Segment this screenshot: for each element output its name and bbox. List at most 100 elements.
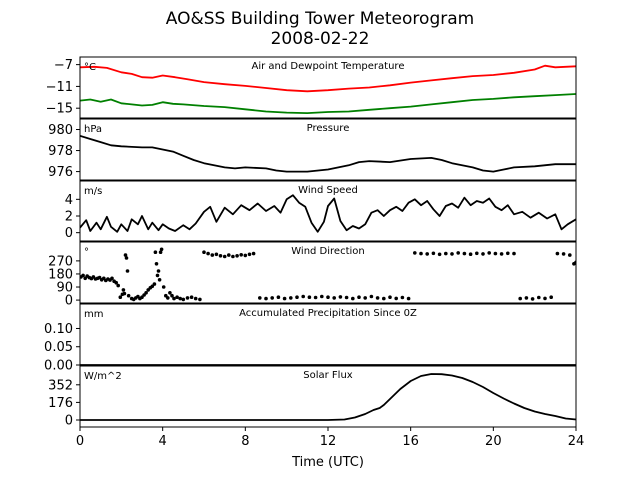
y-tick-label: −7 — [54, 58, 73, 73]
data-point — [537, 295, 541, 300]
data-point — [170, 293, 174, 298]
panel-unit-label: mm — [84, 309, 103, 320]
y-tick-label: 352 — [48, 378, 73, 393]
data-point — [524, 296, 529, 300]
data-point — [437, 252, 442, 257]
panel-frame — [79, 303, 577, 366]
panel-title: Wind Speed — [298, 185, 358, 196]
data-point — [270, 296, 275, 300]
data-point — [110, 276, 114, 281]
x-tick-label: 4 — [159, 434, 167, 449]
data-point — [512, 251, 516, 256]
data-point — [493, 251, 498, 256]
panel-title: Solar Flux — [303, 370, 353, 381]
panel-title: Air and Dewpoint Temperature — [252, 61, 405, 72]
x-tick-label: 16 — [402, 434, 419, 449]
data-point — [431, 251, 436, 256]
y-tick-label: 176 — [48, 396, 73, 411]
data-point — [282, 296, 287, 301]
data-point — [231, 254, 235, 259]
data-point — [157, 278, 162, 282]
data-point — [235, 254, 239, 258]
panel-frame — [79, 56, 577, 119]
y-tick-label: 0.05 — [44, 340, 73, 355]
panel-6: 352 176 0 W/m^2 Solar Flux — [48, 365, 577, 429]
data-point — [462, 251, 467, 256]
data-point — [178, 296, 182, 301]
data-point — [444, 251, 448, 256]
x-axis-label: Time (UTC) — [291, 455, 364, 470]
data-point — [307, 295, 312, 300]
x-axis: 0 4 8 12 16 20 24 — [76, 427, 584, 449]
panel-3-series — [80, 194, 576, 233]
panel-unit-label: ° — [84, 247, 89, 258]
data-point — [481, 252, 485, 256]
chart-title: AO&SS Building Tower Meteorogram — [166, 9, 474, 29]
panel-1: −7 −11 −15 °C Air and Dewpoint Temperature — [46, 56, 577, 119]
data-point — [326, 295, 330, 300]
data-point — [155, 273, 160, 278]
y-tick-label: 976 — [48, 165, 73, 180]
data-point — [475, 251, 479, 256]
data-point — [168, 291, 172, 295]
data-point — [555, 251, 560, 256]
data-point — [161, 285, 166, 289]
data-point — [351, 296, 355, 301]
y-tick-label: 978 — [48, 144, 73, 159]
data-point — [81, 273, 85, 278]
data-point — [154, 262, 159, 266]
chart-subtitle: 2008-02-22 — [271, 29, 370, 49]
data-point — [123, 253, 128, 257]
y-tick-label: 0.00 — [44, 359, 73, 374]
data-point — [185, 296, 190, 300]
data-point — [126, 293, 131, 298]
panel-unit-label: W/m^2 — [84, 371, 122, 382]
series-line — [80, 64, 576, 93]
data-point — [218, 254, 223, 258]
data-point — [468, 252, 473, 256]
y-tick-label: 980 — [48, 123, 73, 138]
data-point — [332, 296, 337, 300]
panel-5: 0.10 0.05 0.00 mm Accumulated Precipitation … — [44, 303, 577, 374]
data-point — [276, 295, 281, 300]
data-point — [258, 296, 262, 300]
y-tick-label: −15 — [46, 102, 73, 117]
data-point — [543, 296, 547, 301]
data-point — [243, 253, 248, 258]
data-point — [406, 296, 411, 301]
panel-title: Pressure — [307, 123, 350, 134]
data-point — [320, 294, 324, 299]
panel-title: Wind Direction — [291, 246, 365, 257]
data-point — [499, 252, 504, 256]
data-point — [193, 296, 198, 301]
data-point — [114, 280, 118, 285]
x-tick-label: 0 — [76, 434, 84, 449]
y-tick-label: 180 — [48, 267, 73, 282]
x-tick-label: 12 — [320, 434, 337, 449]
y-tick-label: 0 — [65, 414, 73, 429]
panel-unit-label: °C — [84, 62, 96, 73]
data-point — [124, 256, 129, 260]
panel-frame — [79, 180, 577, 242]
data-point — [295, 295, 299, 300]
data-point — [344, 295, 349, 300]
data-point — [369, 294, 374, 299]
data-point — [116, 283, 120, 288]
data-point — [206, 251, 210, 256]
data-point — [506, 251, 510, 256]
panel-frame — [79, 241, 577, 304]
panel-4-series — [80, 247, 576, 302]
data-point — [425, 252, 430, 256]
data-point — [153, 250, 158, 254]
panel-title: Accumulated Precipitation Since 0Z — [239, 308, 417, 319]
panel-unit-label: m/s — [84, 186, 102, 197]
data-point — [400, 295, 405, 300]
data-point — [214, 252, 219, 257]
data-point — [289, 296, 293, 300]
data-point — [530, 297, 535, 301]
data-point — [156, 269, 161, 273]
data-point — [251, 251, 256, 256]
series-line — [80, 373, 576, 421]
y-tick-label: −11 — [46, 80, 73, 95]
y-tick-label: 90 — [56, 281, 73, 296]
